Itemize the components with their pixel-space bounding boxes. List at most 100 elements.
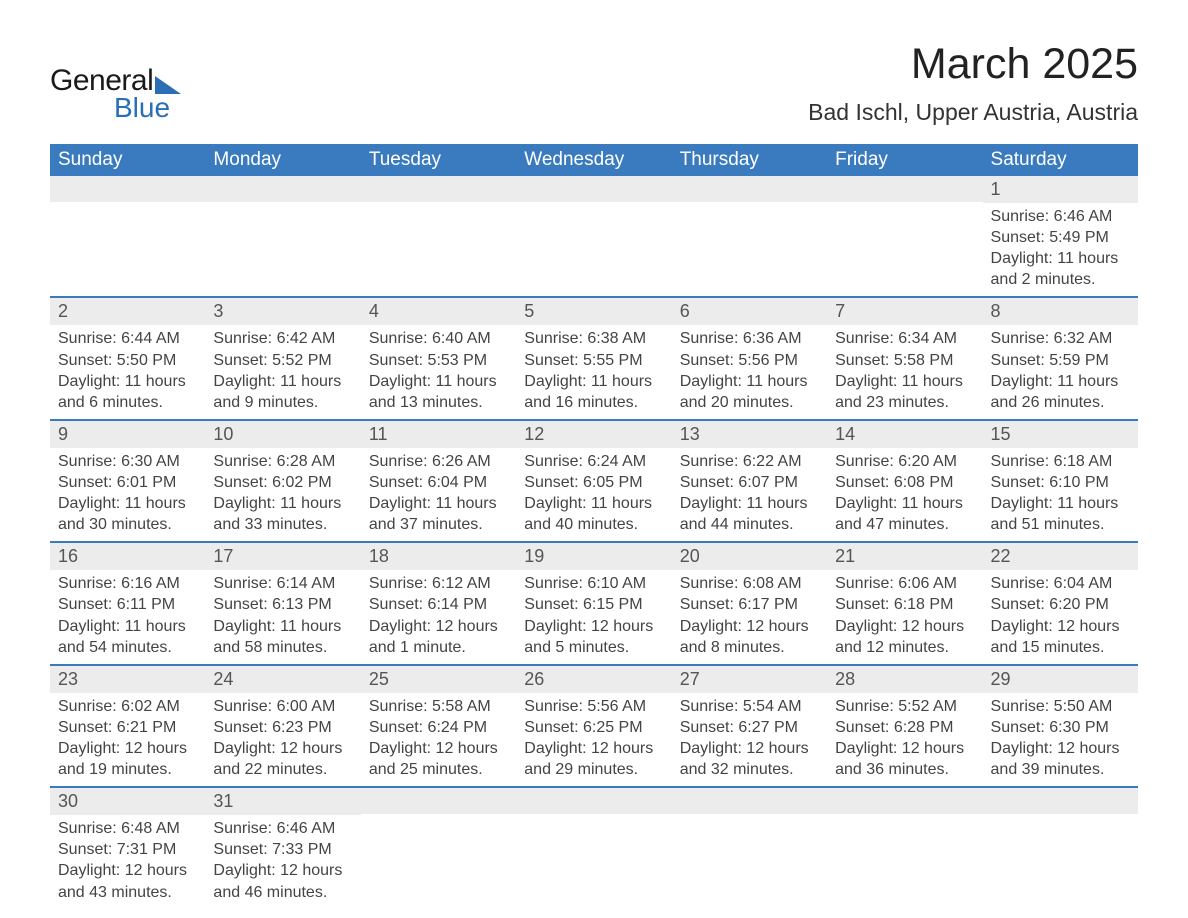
calendar-cell: 16Sunrise: 6:16 AMSunset: 6:11 PMDayligh… xyxy=(50,542,205,664)
calendar-cell: 19Sunrise: 6:10 AMSunset: 6:15 PMDayligh… xyxy=(516,542,671,664)
calendar-cell: 31Sunrise: 6:46 AMSunset: 7:33 PMDayligh… xyxy=(205,787,360,908)
calendar-cell: 21Sunrise: 6:06 AMSunset: 6:18 PMDayligh… xyxy=(827,542,982,664)
day-number: 12 xyxy=(516,421,671,448)
calendar-cell: 6Sunrise: 6:36 AMSunset: 5:56 PMDaylight… xyxy=(672,297,827,419)
day-details: Sunrise: 6:24 AMSunset: 6:05 PMDaylight:… xyxy=(516,448,671,541)
calendar-cell: 23Sunrise: 6:02 AMSunset: 6:21 PMDayligh… xyxy=(50,665,205,787)
day-details xyxy=(50,202,205,272)
day-number: 7 xyxy=(827,298,982,325)
calendar-cell xyxy=(361,176,516,297)
calendar-cell: 12Sunrise: 6:24 AMSunset: 6:05 PMDayligh… xyxy=(516,420,671,542)
day-details: Sunrise: 5:56 AMSunset: 6:25 PMDaylight:… xyxy=(516,693,671,786)
day-details: Sunrise: 6:34 AMSunset: 5:58 PMDaylight:… xyxy=(827,325,982,418)
day-number: 2 xyxy=(50,298,205,325)
calendar-cell: 9Sunrise: 6:30 AMSunset: 6:01 PMDaylight… xyxy=(50,420,205,542)
day-details: Sunrise: 6:26 AMSunset: 6:04 PMDaylight:… xyxy=(361,448,516,541)
day-details xyxy=(983,814,1138,884)
calendar-cell: 26Sunrise: 5:56 AMSunset: 6:25 PMDayligh… xyxy=(516,665,671,787)
day-details: Sunrise: 6:10 AMSunset: 6:15 PMDaylight:… xyxy=(516,570,671,663)
day-details: Sunrise: 6:08 AMSunset: 6:17 PMDaylight:… xyxy=(672,570,827,663)
calendar-cell: 29Sunrise: 5:50 AMSunset: 6:30 PMDayligh… xyxy=(983,665,1138,787)
day-details: Sunrise: 6:38 AMSunset: 5:55 PMDaylight:… xyxy=(516,325,671,418)
day-details: Sunrise: 6:02 AMSunset: 6:21 PMDaylight:… xyxy=(50,693,205,786)
header: General Blue March 2025 Bad Ischl, Upper… xyxy=(50,40,1138,126)
day-number: 10 xyxy=(205,421,360,448)
calendar-cell: 4Sunrise: 6:40 AMSunset: 5:53 PMDaylight… xyxy=(361,297,516,419)
day-number: 6 xyxy=(672,298,827,325)
day-number: 4 xyxy=(361,298,516,325)
day-details: Sunrise: 6:18 AMSunset: 6:10 PMDaylight:… xyxy=(983,448,1138,541)
calendar-cell: 7Sunrise: 6:34 AMSunset: 5:58 PMDaylight… xyxy=(827,297,982,419)
calendar-cell: 3Sunrise: 6:42 AMSunset: 5:52 PMDaylight… xyxy=(205,297,360,419)
location-subtitle: Bad Ischl, Upper Austria, Austria xyxy=(808,99,1138,126)
day-details: Sunrise: 6:16 AMSunset: 6:11 PMDaylight:… xyxy=(50,570,205,663)
calendar-cell: 13Sunrise: 6:22 AMSunset: 6:07 PMDayligh… xyxy=(672,420,827,542)
day-number: 25 xyxy=(361,666,516,693)
calendar-cell: 18Sunrise: 6:12 AMSunset: 6:14 PMDayligh… xyxy=(361,542,516,664)
day-number: 14 xyxy=(827,421,982,448)
day-details: Sunrise: 6:30 AMSunset: 6:01 PMDaylight:… xyxy=(50,448,205,541)
calendar-cell xyxy=(205,176,360,297)
day-number: 20 xyxy=(672,543,827,570)
day-number: 16 xyxy=(50,543,205,570)
day-details: Sunrise: 6:22 AMSunset: 6:07 PMDaylight:… xyxy=(672,448,827,541)
day-number: 15 xyxy=(983,421,1138,448)
day-details: Sunrise: 6:32 AMSunset: 5:59 PMDaylight:… xyxy=(983,325,1138,418)
day-number: 30 xyxy=(50,788,205,815)
day-details: Sunrise: 6:42 AMSunset: 5:52 PMDaylight:… xyxy=(205,325,360,418)
day-details: Sunrise: 6:28 AMSunset: 6:02 PMDaylight:… xyxy=(205,448,360,541)
weekday-header: Sunday xyxy=(50,144,205,176)
weekday-header: Thursday xyxy=(672,144,827,176)
day-number: 28 xyxy=(827,666,982,693)
logo: General Blue xyxy=(50,40,181,124)
calendar-cell: 17Sunrise: 6:14 AMSunset: 6:13 PMDayligh… xyxy=(205,542,360,664)
day-number: 18 xyxy=(361,543,516,570)
calendar-cell: 25Sunrise: 5:58 AMSunset: 6:24 PMDayligh… xyxy=(361,665,516,787)
day-details xyxy=(672,202,827,272)
calendar-cell: 11Sunrise: 6:26 AMSunset: 6:04 PMDayligh… xyxy=(361,420,516,542)
day-details: Sunrise: 6:44 AMSunset: 5:50 PMDaylight:… xyxy=(50,325,205,418)
weekday-header: Tuesday xyxy=(361,144,516,176)
day-number xyxy=(516,176,671,202)
day-details: Sunrise: 6:40 AMSunset: 5:53 PMDaylight:… xyxy=(361,325,516,418)
day-details: Sunrise: 6:46 AMSunset: 5:49 PMDaylight:… xyxy=(983,203,1138,296)
logo-text-blue: Blue xyxy=(114,92,170,124)
calendar-cell: 20Sunrise: 6:08 AMSunset: 6:17 PMDayligh… xyxy=(672,542,827,664)
calendar-cell xyxy=(827,787,982,908)
day-number: 27 xyxy=(672,666,827,693)
day-details: Sunrise: 5:50 AMSunset: 6:30 PMDaylight:… xyxy=(983,693,1138,786)
day-details xyxy=(205,202,360,272)
calendar-cell xyxy=(827,176,982,297)
day-details xyxy=(361,814,516,884)
day-number: 23 xyxy=(50,666,205,693)
day-details: Sunrise: 5:54 AMSunset: 6:27 PMDaylight:… xyxy=(672,693,827,786)
day-details xyxy=(516,202,671,272)
calendar-cell xyxy=(516,176,671,297)
day-details: Sunrise: 6:04 AMSunset: 6:20 PMDaylight:… xyxy=(983,570,1138,663)
day-number: 24 xyxy=(205,666,360,693)
calendar-cell xyxy=(983,787,1138,908)
day-number xyxy=(361,176,516,202)
day-number xyxy=(983,788,1138,814)
day-details: Sunrise: 6:06 AMSunset: 6:18 PMDaylight:… xyxy=(827,570,982,663)
day-details: Sunrise: 5:58 AMSunset: 6:24 PMDaylight:… xyxy=(361,693,516,786)
calendar-cell xyxy=(50,176,205,297)
day-number xyxy=(205,176,360,202)
day-number: 1 xyxy=(983,176,1138,203)
day-number xyxy=(672,788,827,814)
day-number: 13 xyxy=(672,421,827,448)
day-number xyxy=(361,788,516,814)
calendar-cell: 15Sunrise: 6:18 AMSunset: 6:10 PMDayligh… xyxy=(983,420,1138,542)
day-number: 29 xyxy=(983,666,1138,693)
day-details: Sunrise: 6:46 AMSunset: 7:33 PMDaylight:… xyxy=(205,815,360,908)
day-details: Sunrise: 6:36 AMSunset: 5:56 PMDaylight:… xyxy=(672,325,827,418)
day-details xyxy=(516,814,671,884)
calendar-cell: 2Sunrise: 6:44 AMSunset: 5:50 PMDaylight… xyxy=(50,297,205,419)
day-number: 9 xyxy=(50,421,205,448)
calendar-cell: 24Sunrise: 6:00 AMSunset: 6:23 PMDayligh… xyxy=(205,665,360,787)
day-number: 17 xyxy=(205,543,360,570)
day-number xyxy=(827,176,982,202)
calendar-table: SundayMondayTuesdayWednesdayThursdayFrid… xyxy=(50,144,1138,909)
calendar-cell xyxy=(361,787,516,908)
day-details: Sunrise: 6:00 AMSunset: 6:23 PMDaylight:… xyxy=(205,693,360,786)
